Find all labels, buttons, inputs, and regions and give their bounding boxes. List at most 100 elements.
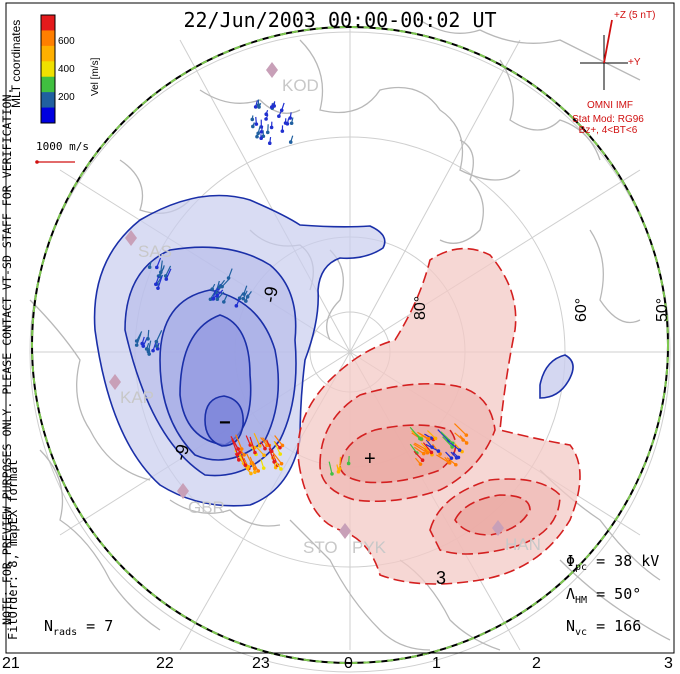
velocity-vector-dot (256, 469, 261, 473)
velocity-vector-dot (259, 130, 264, 134)
imf-bin: Bz+, 4<BT<6 (578, 125, 638, 136)
velocity-vector-dot (254, 122, 259, 126)
nvc-sub: vc (575, 627, 588, 638)
velocity-vector-line (436, 454, 450, 464)
velocity-vector-line (268, 448, 275, 463)
velocity-vector-dot (421, 451, 426, 456)
velocity-vector-dot (144, 347, 149, 351)
velocity-vector-line (409, 443, 418, 454)
velocity-vector-line (136, 333, 142, 346)
velocity-vector-dot (253, 470, 257, 474)
velocity-vector-dot (279, 461, 284, 466)
station-label-sas: SAS (138, 242, 173, 261)
velocity-vector-dot (255, 134, 259, 139)
velocity-vector-line (442, 436, 453, 448)
lambda-sub: HM (575, 595, 588, 606)
velocity-vector-line (165, 268, 172, 280)
nrads-symbol: N (44, 617, 54, 635)
velocity-vector-line (413, 450, 424, 461)
velocity-vector-line (437, 429, 449, 442)
mlt-tick-21: 21 (2, 655, 20, 672)
velocity-vector-dot (278, 445, 282, 450)
colorbar-segment (41, 92, 55, 109)
velocity-vector-dot (215, 297, 220, 301)
velocity-vector-dot (464, 441, 469, 445)
imf-stat-mod: Stat Mod: RG96 (572, 114, 644, 125)
nrads-sub: rads (53, 627, 78, 638)
velocity-vector-line (249, 456, 256, 469)
velocity-vector-line (413, 443, 428, 454)
station-label-han: HAN (505, 535, 541, 554)
velocity-vector-dot (279, 467, 283, 471)
velocity-vector-dot (156, 274, 161, 278)
velocity-vector-dot (236, 447, 240, 451)
velocity-vector-dot (256, 131, 260, 136)
velocity-vector-line (235, 434, 243, 450)
velocity-vector-dot (449, 456, 454, 460)
velocity-vectors (134, 99, 469, 476)
velocity-vector-dot (235, 452, 240, 457)
velocity-vector-line (274, 435, 283, 446)
colorbar-segment (41, 76, 55, 93)
positive-convection-cell (297, 247, 581, 585)
velocity-vector-line (255, 446, 265, 456)
velocity-vector-dot (454, 456, 459, 460)
velocity-vector-dot (289, 121, 294, 126)
colorbar-label: Vel [m/s] (90, 57, 101, 96)
phi-symbol: Φ (566, 552, 576, 570)
velocity-vector-dot (164, 277, 169, 281)
velocity-vector-dot (140, 341, 145, 346)
colorbar-border (40, 14, 56, 124)
potential-min-marker: − (219, 412, 231, 434)
velocity-vector-dot (429, 450, 434, 455)
velocity-vector-dot (330, 472, 334, 476)
velocity-vector-dot (279, 108, 284, 113)
colorbar-tick-400: 400 (58, 64, 75, 75)
colorbar-segment (41, 45, 55, 62)
colorbar-tick-200: 200 (58, 92, 75, 103)
velocity-vector-dot (283, 121, 288, 125)
velocity-vector-dot (147, 265, 152, 270)
imf-z-label: +Z (5 nT) (614, 10, 656, 21)
velocity-vector-dot (220, 284, 224, 289)
velocity-vector-dot (265, 130, 270, 135)
velocity-vector-line (454, 423, 467, 436)
velocity-vector-line (440, 431, 454, 444)
latitude-label-80: 80° (412, 295, 429, 320)
negative-convection-cell (93, 194, 574, 507)
velocity-vector-dot (217, 285, 221, 290)
velocity-vector-dot (336, 469, 341, 474)
lambda-symbol: Λ (566, 585, 576, 603)
velocity-vector-dot (252, 466, 257, 471)
velocity-vector-line (422, 442, 432, 453)
velocity-vector-dot (261, 466, 266, 470)
velocity-vector-dot (269, 105, 274, 109)
velocity-vector-dot (253, 105, 258, 109)
velocity-vector-dot (288, 140, 293, 144)
station-label-pyk: PYK (352, 538, 387, 557)
velocity-vector-dot (154, 344, 159, 348)
velocity-vector-dot (256, 103, 261, 107)
velocity-vector-dot (264, 112, 269, 117)
velocity-vector-line (414, 446, 425, 455)
velocity-vector-dot (425, 450, 430, 455)
contour-label-upper: -9 (259, 284, 282, 305)
phi-value: = 38 kV (596, 552, 660, 570)
velocity-vector-dot (438, 452, 442, 456)
phi-sub: pc (575, 562, 588, 573)
velocity-vector-line (414, 442, 427, 451)
velocity-vector-dot (337, 466, 342, 471)
velocity-vector-dot (234, 304, 239, 308)
imf-source: OMNI IMF (586, 100, 634, 111)
station-label-kap: KAP (120, 388, 155, 407)
velocity-vector-dot (457, 448, 462, 452)
velocity-vector-line (273, 441, 281, 455)
velocity-vector-dot (253, 450, 257, 455)
velocity-vector-dot (430, 445, 434, 449)
velocity-vector-dot (262, 453, 266, 458)
velocity-vector-line (165, 265, 172, 277)
velocity-vector-line (136, 331, 143, 342)
velocity-vector-line (231, 438, 239, 455)
velocity-vector-dot (257, 444, 262, 448)
